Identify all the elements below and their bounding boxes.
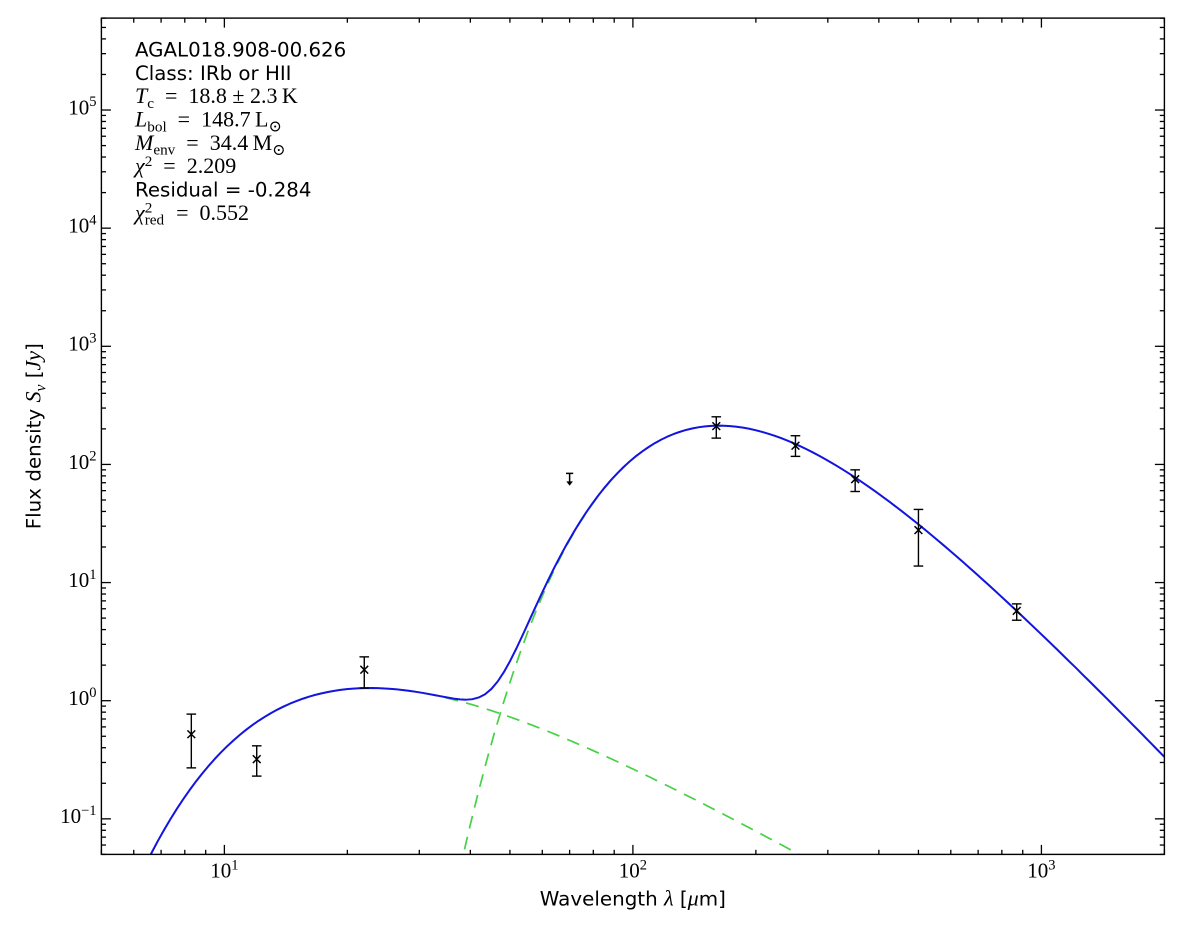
text-segment: red [145, 212, 165, 229]
text-segment: ] [23, 343, 46, 351]
x-marker [914, 525, 923, 535]
x-tick-label: 102 [619, 858, 647, 883]
x-marker [186, 729, 196, 739]
data-points [186, 416, 1022, 777]
text-segment: 2.3 [250, 83, 278, 108]
text-segment: 18.8 [188, 83, 227, 108]
annotation-source-name: AGAL018.908-00.626 [135, 39, 346, 62]
text-segment: [ [674, 888, 688, 911]
text-segment: T [135, 83, 149, 108]
data-point [1011, 603, 1022, 621]
text-segment: ± [227, 83, 250, 108]
text-segment: = [154, 83, 188, 108]
data-point [186, 713, 197, 769]
x-marker [1012, 606, 1022, 616]
text-segment: χ [133, 200, 146, 225]
x-tick-label: 101 [210, 858, 238, 883]
data-point [913, 508, 924, 567]
data-point [359, 656, 370, 689]
x-marker [850, 474, 860, 484]
y-tick-label: 103 [68, 330, 96, 355]
text-segment: Flux density [23, 402, 46, 529]
x-marker [252, 754, 262, 764]
annotation-class-line: Class: IRb or HII [135, 62, 291, 85]
y-tick-label: 104 [68, 212, 97, 237]
y-tick-label: 10−1 [60, 803, 96, 828]
y-axis-label: Flux density Sν [Jy] [21, 343, 50, 529]
text-segment: 2 [145, 153, 153, 170]
y-tick-label: 101 [68, 567, 96, 592]
annotation-residual-line: Residual = -0.284 [135, 178, 311, 201]
text-segment: K [278, 83, 298, 108]
data-point [251, 745, 262, 777]
text-segment: S [21, 391, 46, 402]
x-marker [711, 421, 721, 431]
text-segment: = [152, 153, 186, 178]
text-segment: bol [147, 118, 166, 135]
data-point [711, 416, 722, 439]
total-fit-curve [149, 424, 1165, 855]
text-segment: 2 [145, 200, 153, 217]
hot-blackbody-component-curve [149, 687, 801, 855]
text-segment: = [165, 200, 199, 225]
text-segment: 34.4 [210, 130, 249, 155]
y-tick-label: 105 [68, 94, 96, 119]
model-curves [149, 424, 1165, 855]
text-segment: λ [663, 886, 674, 911]
text-segment: Class: IRb or HII [135, 62, 291, 85]
data-point [850, 469, 860, 493]
text-segment: [ [23, 371, 46, 385]
text-segment: ⊙ [268, 116, 281, 135]
text-segment: 148.7 [201, 106, 251, 131]
y-tick-label: 102 [68, 449, 96, 474]
x-axis-label: Wavelength λ [μ m] [540, 886, 726, 911]
text-segment: = [167, 106, 201, 131]
text-segment: 0.552 [200, 200, 250, 225]
data-point [790, 435, 801, 458]
text-segment: Residual = -0.284 [135, 178, 311, 201]
x-marker [359, 665, 369, 675]
text-segment: L [134, 106, 147, 131]
text-segment: 2.209 [187, 153, 237, 178]
x-marker [791, 441, 800, 451]
text-segment: ⊙ [272, 140, 285, 159]
text-segment: M [248, 130, 272, 155]
axes [100, 17, 1166, 856]
text-segment: Wavelength [540, 888, 664, 911]
y-tick-label: 100 [68, 685, 96, 710]
text-segment: env [153, 142, 175, 159]
x-tick-label: 103 [1027, 858, 1055, 883]
text-segment: c [147, 95, 154, 112]
text-segment: Jy [21, 351, 46, 371]
text-segment: χ [133, 153, 146, 178]
text-segment: = [175, 130, 209, 155]
text-segment: M [134, 130, 155, 155]
tick-labels: 101 102 103 10−1 100 101 102 103 104 105 [60, 94, 1055, 882]
text-segment: μ [687, 886, 699, 911]
text-segment: L [251, 106, 269, 131]
text-segment: AGAL018.908-00.626 [135, 39, 346, 62]
upper-limit-arrowhead [566, 481, 573, 486]
text-segment: m] [699, 888, 726, 911]
text-segment: ν [32, 384, 49, 391]
data-point [566, 472, 574, 486]
